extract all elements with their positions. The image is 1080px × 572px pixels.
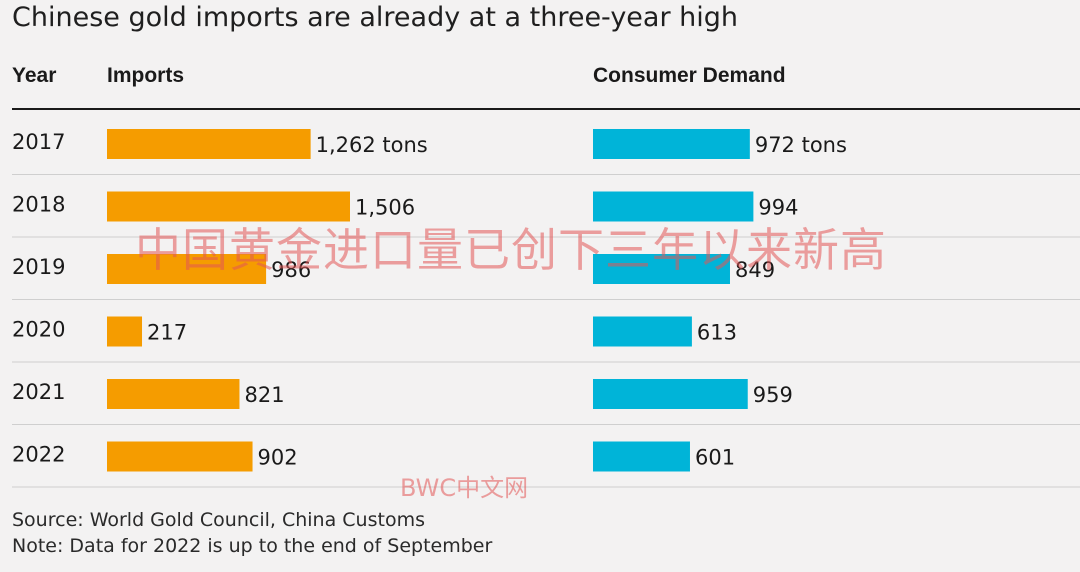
consumer-demand-value-label-2020: 613: [697, 321, 737, 345]
consumer-demand-bar-2019: [593, 254, 730, 284]
year-label-2021: 2021: [12, 380, 65, 404]
year-label-2018: 2018: [12, 193, 65, 217]
imports-bar-2017: [107, 129, 311, 159]
consumer-demand-value-label-2022: 601: [695, 446, 735, 470]
imports-bar-2019: [107, 254, 267, 284]
year-label-2022: 2022: [12, 443, 65, 467]
chart-title: Chinese gold imports are already at a th…: [12, 2, 739, 33]
imports-bar-2018: [107, 191, 350, 222]
consumer-demand-value-label-2017: 972 tons: [755, 133, 847, 157]
consumer-demand-bar-2017: [593, 129, 750, 159]
data-note: Note: Data for 2022 is up to the end of …: [12, 535, 493, 557]
imports-value-label-2020: 217: [147, 321, 187, 345]
imports-value-label-2021: 821: [244, 383, 284, 407]
source-note: Source: World Gold Council, China Custom…: [12, 509, 425, 531]
column-header-year: Year: [12, 64, 57, 87]
consumer-demand-bar-2022: [593, 441, 690, 472]
consumer-demand-bar-2020: [593, 316, 692, 347]
imports-value-label-2018: 1,506: [355, 196, 415, 220]
site-watermark: BWC中文网: [400, 474, 529, 502]
year-label-2017: 2017: [12, 130, 65, 154]
year-label-2019: 2019: [12, 255, 65, 279]
imports-value-label-2019: 986: [271, 258, 311, 282]
consumer-demand-value-label-2018: 994: [758, 196, 798, 220]
consumer-demand-value-label-2019: 849: [735, 258, 775, 282]
imports-value-label-2017: 1,262 tons: [316, 133, 428, 157]
column-header-consumer-demand: Consumer Demand: [593, 64, 786, 87]
header-rule: [12, 108, 1080, 110]
imports-bar-2020: [107, 316, 143, 347]
imports-value-label-2022: 902: [258, 446, 298, 470]
consumer-demand-bar-2018: [593, 191, 754, 222]
consumer-demand-bar-2021: [593, 379, 748, 409]
imports-bar-2022: [107, 441, 253, 472]
consumer-demand-value-label-2021: 959: [753, 383, 793, 407]
year-label-2020: 2020: [12, 318, 65, 342]
imports-bar-2021: [107, 379, 240, 409]
chinese-title-watermark: 中国黄金进口量已创下三年以来新高: [135, 223, 887, 277]
column-header-imports: Imports: [107, 64, 185, 87]
